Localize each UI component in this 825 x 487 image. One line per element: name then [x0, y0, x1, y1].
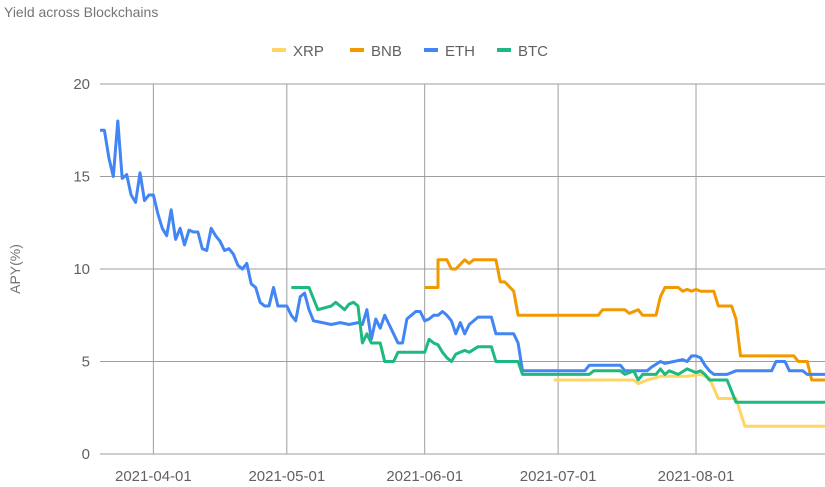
legend-label-btc: BTC [518, 43, 548, 60]
legend-label-xrp: XRP [293, 43, 324, 60]
y-tick-label: 15 [73, 169, 90, 186]
series-line-bnb [424, 258, 825, 382]
y-tick-label: 0 [82, 446, 90, 463]
series-line-btc [291, 286, 825, 404]
y-axis-title: APY(%) [7, 244, 23, 294]
series-line-xrp [553, 372, 825, 428]
y-tick-label: 10 [73, 261, 90, 278]
legend-label-bnb: BNB [371, 43, 402, 60]
x-tick-label: 2021-08-01 [658, 468, 735, 485]
x-tick-label: 2021-06-01 [386, 468, 463, 485]
y-tick-label: 5 [82, 354, 90, 371]
y-tick-label: 20 [73, 76, 90, 93]
x-tick-label: 2021-04-01 [115, 468, 192, 485]
series-line-eth [100, 119, 825, 376]
x-tick-label: 2021-05-01 [248, 468, 325, 485]
x-tick-label: 2021-07-01 [520, 468, 597, 485]
chart-title: Yield across Blockchains [4, 4, 159, 20]
legend-label-eth: ETH [445, 43, 475, 60]
